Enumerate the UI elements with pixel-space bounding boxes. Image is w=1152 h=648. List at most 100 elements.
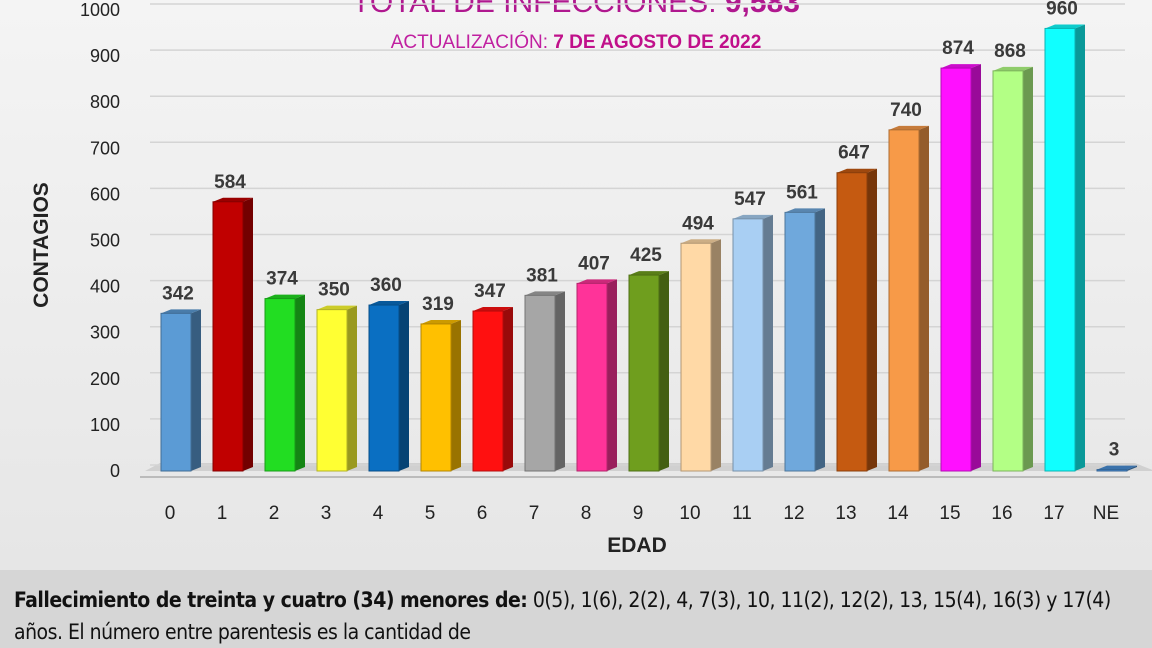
bar-side <box>295 294 305 471</box>
bar-top <box>889 125 929 130</box>
data-label: 407 <box>578 253 610 274</box>
bar-5 <box>420 323 452 472</box>
bar-side <box>1023 66 1033 472</box>
footnote: Fallecimiento de treinta y cuatro (34) m… <box>0 570 1152 648</box>
bar-top <box>265 294 305 299</box>
bar-top <box>213 197 253 202</box>
bar-4 <box>368 304 400 472</box>
bar-8 <box>576 282 608 472</box>
chart-subtitle: ACTUALIZACIÓN: 7 DE AGOSTO DE 2022 <box>390 32 762 53</box>
bar-3 <box>316 309 348 472</box>
y-tick-label: 1000 <box>80 0 120 20</box>
bar-top <box>1097 465 1137 470</box>
x-tick-label: 2 <box>269 503 280 524</box>
x-tick-label: 4 <box>373 503 384 524</box>
bar-side <box>399 301 409 471</box>
bar-side <box>659 271 669 471</box>
bar-16 <box>992 70 1024 472</box>
x-tick-label: 14 <box>887 503 909 524</box>
x-tick-label: 9 <box>633 503 644 524</box>
bar-side <box>347 305 357 471</box>
y-tick-label: 600 <box>90 184 120 204</box>
data-label: 584 <box>214 172 246 193</box>
bar-1 <box>212 201 244 472</box>
bar-side <box>763 214 773 471</box>
x-tick-label: NE <box>1093 503 1119 524</box>
bar-15 <box>940 67 972 472</box>
x-tick-label: 12 <box>783 503 804 524</box>
bar-top <box>629 271 669 276</box>
x-tick-label: 17 <box>1043 503 1064 524</box>
bar-top <box>369 301 409 306</box>
bar-side <box>971 64 981 471</box>
bar-12 <box>784 211 816 472</box>
bar-top <box>785 208 825 213</box>
x-axis-title: EDAD <box>607 534 667 557</box>
bar-side <box>1075 24 1085 471</box>
x-tick-label: 3 <box>321 503 332 524</box>
bar-NE <box>1096 469 1128 472</box>
x-tick-label: 5 <box>425 503 436 524</box>
bar-side <box>191 309 201 471</box>
x-tick-label: 10 <box>679 503 700 524</box>
bar-side <box>815 208 825 471</box>
bar-14 <box>888 129 920 472</box>
y-tick-label: 800 <box>90 92 120 112</box>
y-tick-label: 900 <box>90 46 120 66</box>
bar-side <box>451 319 461 471</box>
bar-side <box>243 197 253 471</box>
bar-0 <box>160 312 192 472</box>
data-label: 3 <box>1109 440 1120 461</box>
data-label: 381 <box>526 265 558 286</box>
data-label: 561 <box>786 182 818 203</box>
bar-side <box>867 168 877 471</box>
data-label: 960 <box>1046 0 1078 19</box>
y-tick-label: 400 <box>90 277 120 297</box>
bar-side <box>503 307 513 471</box>
data-label: 647 <box>838 143 870 164</box>
x-tick-label: 0 <box>165 503 176 524</box>
y-axis-title: CONTAGIOS <box>30 182 53 308</box>
bar-side <box>919 125 929 472</box>
x-tick-label: 13 <box>835 503 856 524</box>
data-label: 868 <box>994 41 1026 62</box>
x-tick-label: 11 <box>732 503 752 524</box>
bar-6 <box>472 310 504 472</box>
y-tick-label: 100 <box>90 415 120 435</box>
bar-top <box>993 66 1033 71</box>
y-tick-label: 500 <box>90 231 120 251</box>
data-label: 874 <box>942 38 974 59</box>
x-tick-label: 1 <box>217 503 228 524</box>
y-tick-label: 0 <box>110 461 120 481</box>
bar-top <box>421 319 461 324</box>
data-label: 360 <box>370 275 402 296</box>
y-tick-label: 300 <box>90 323 120 343</box>
bar-top <box>941 64 981 69</box>
footnote-bold: Fallecimiento de treinta y cuatro (34) m… <box>14 588 528 612</box>
footnote-text: 0(5), 1(6), 2(2), 4, 7(3), 10, 11(2), 12… <box>14 588 1111 644</box>
bar-top <box>837 168 877 173</box>
bar-11 <box>732 218 764 472</box>
x-tick-label: 15 <box>939 503 960 524</box>
bar-top <box>317 305 357 310</box>
bar-top <box>161 309 201 314</box>
y-tick-label: 200 <box>90 369 120 389</box>
x-tick-label: 6 <box>477 503 488 524</box>
bar-2 <box>264 298 296 472</box>
data-label: 374 <box>266 269 298 290</box>
x-tick-label: 8 <box>581 503 592 524</box>
chart-area: TOTAL DE INFECCIONES: 9,583 ACTUALIZACIÓ… <box>0 0 1152 570</box>
bar-13 <box>836 172 868 472</box>
bar-side <box>711 239 721 471</box>
bar-chart: 0100200300400500600700800900100034205841… <box>30 0 1152 557</box>
bar-top <box>473 307 513 312</box>
bar-10 <box>680 242 712 472</box>
x-tick-label: 7 <box>529 503 540 524</box>
bar-9 <box>628 274 660 472</box>
bar-side <box>1127 465 1137 471</box>
bar-7 <box>524 294 556 472</box>
data-label: 494 <box>682 213 714 234</box>
data-label: 547 <box>734 189 766 210</box>
bar-top <box>577 279 617 284</box>
bar-side <box>555 291 565 471</box>
